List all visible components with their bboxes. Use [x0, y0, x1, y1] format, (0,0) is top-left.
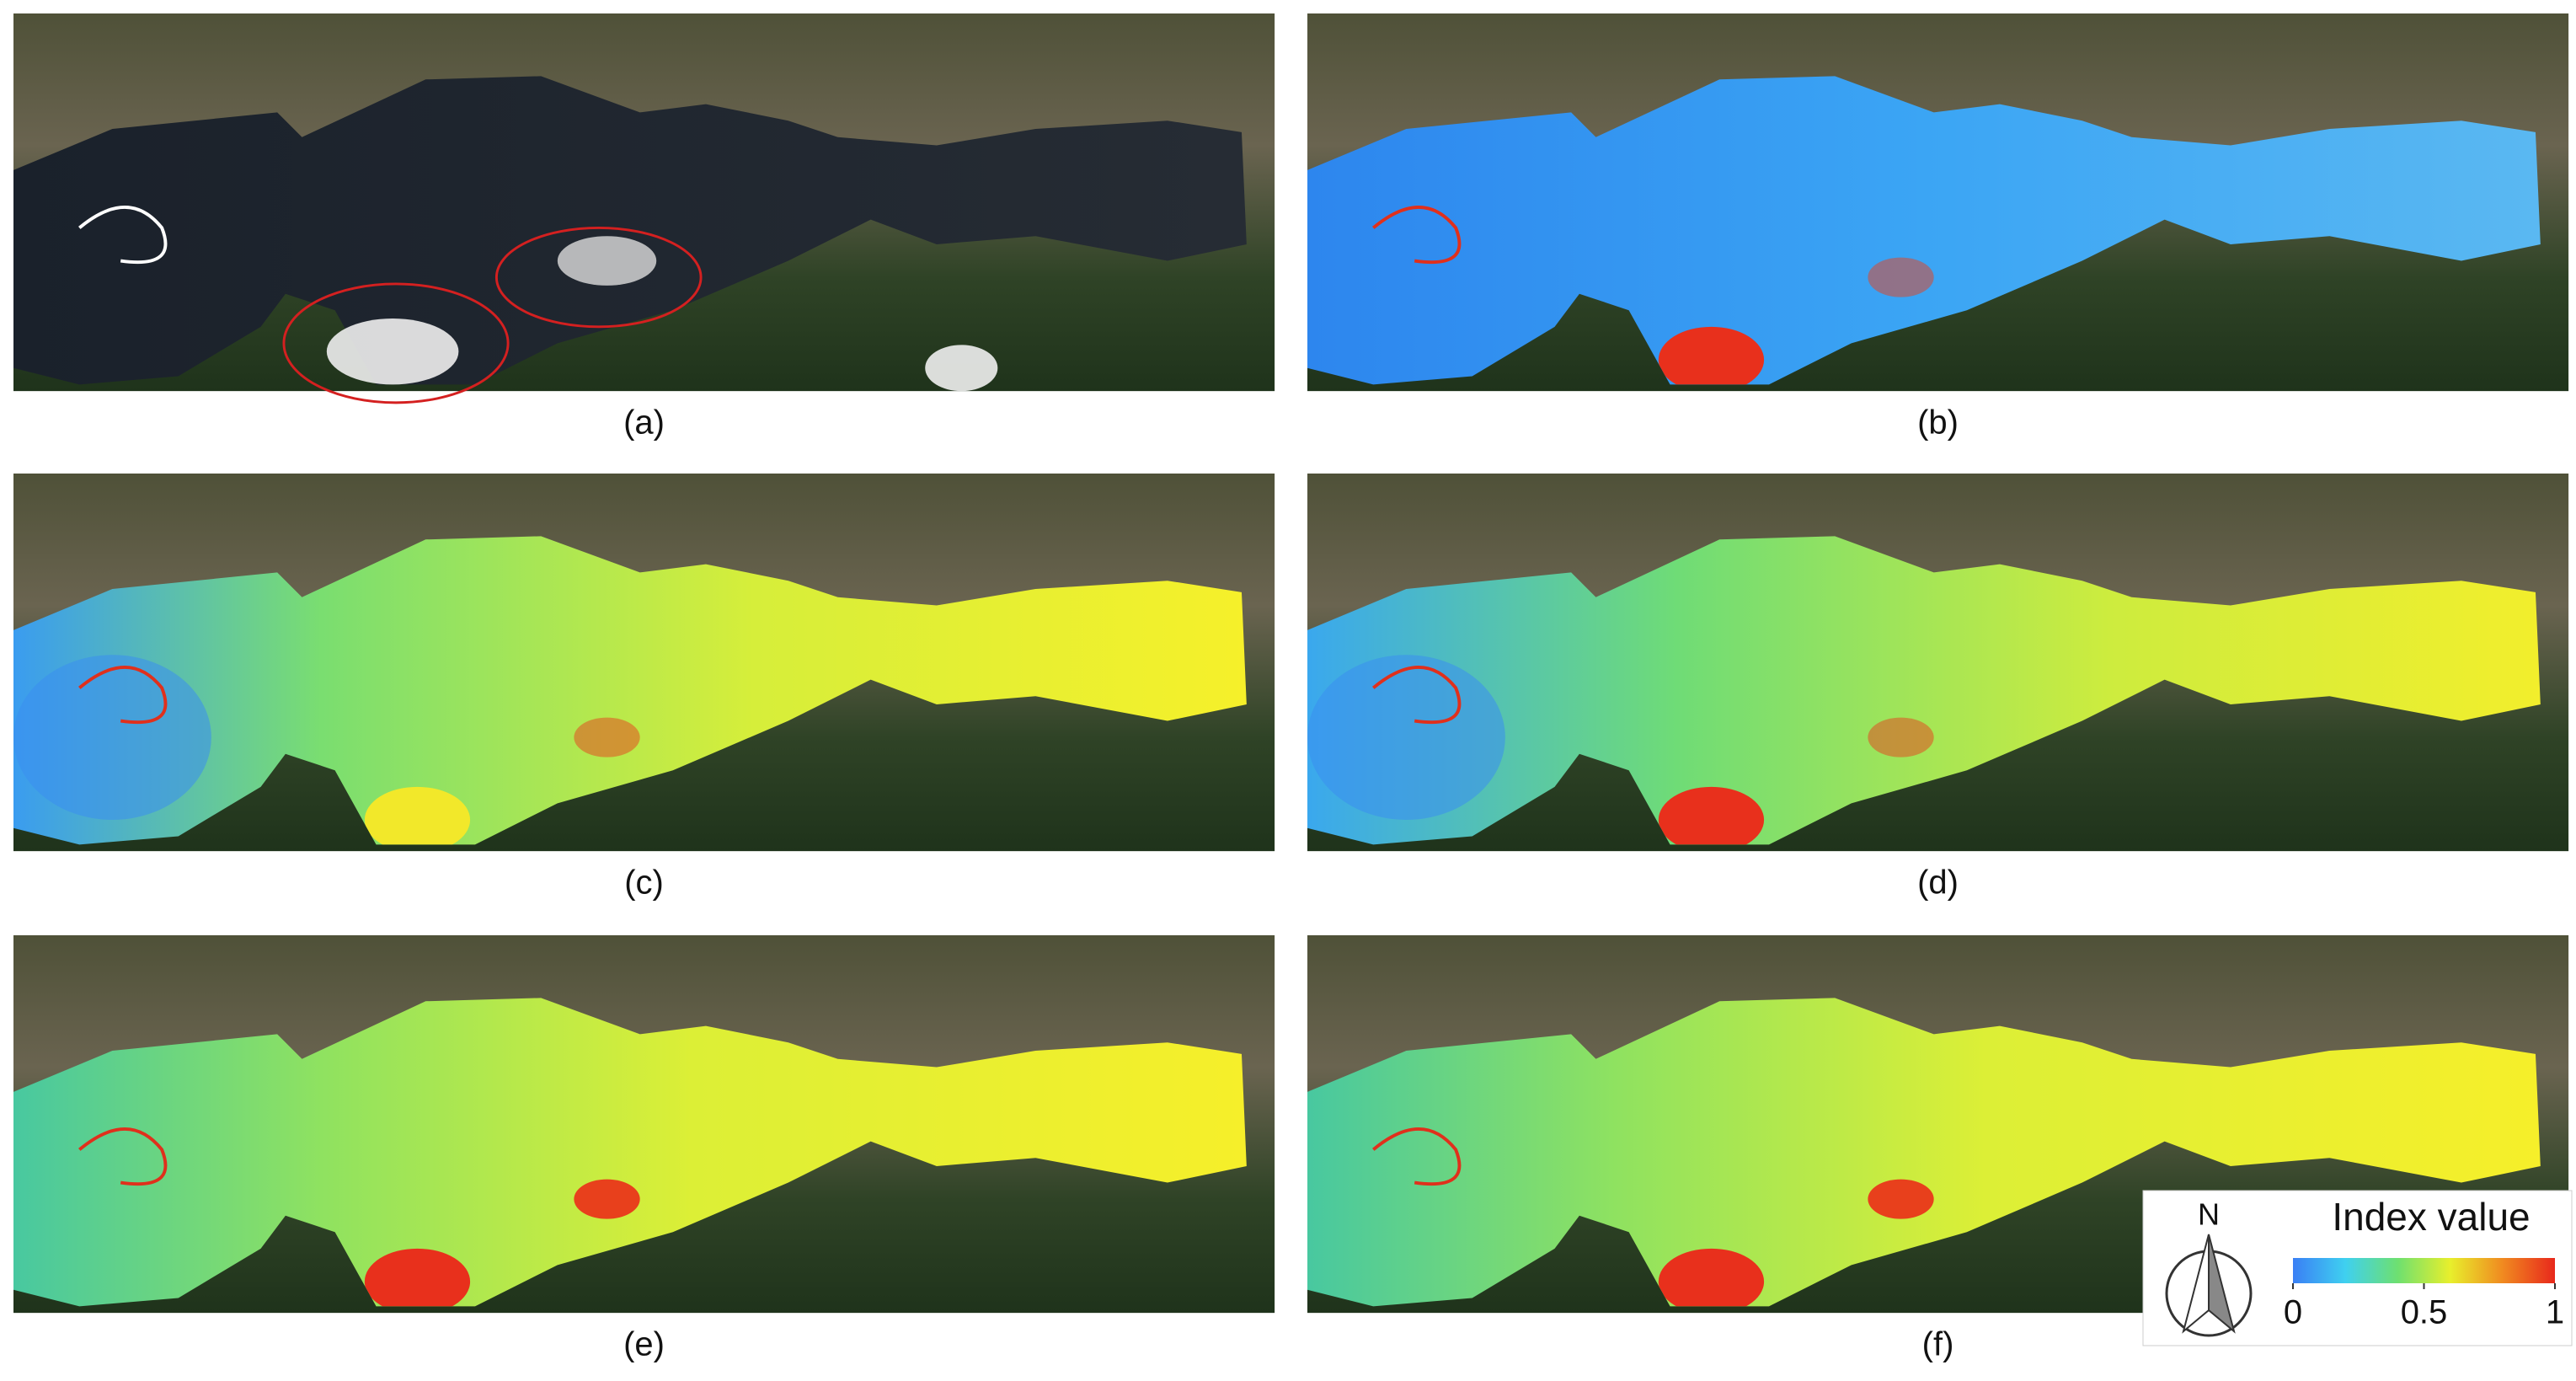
high-patch	[1658, 326, 1765, 385]
map-panel	[13, 935, 1275, 1314]
swirl	[78, 1127, 168, 1186]
overlay	[78, 1127, 640, 1307]
panel-label: (e)	[623, 1326, 665, 1363]
swirl	[1372, 205, 1462, 265]
high-patch	[1868, 1179, 1934, 1219]
colorbar-tick-label: 0.5	[2401, 1294, 2448, 1331]
colorbar-tick-label: 1	[2546, 1294, 2564, 1331]
high-patch	[1868, 257, 1934, 297]
panel-label: (f)	[1922, 1326, 1954, 1363]
panel-label: (b)	[1917, 404, 1959, 442]
swirl	[78, 205, 168, 265]
map-panel	[1307, 474, 2569, 852]
high-patch	[574, 717, 640, 757]
colorbar-tick-label: 0	[2284, 1294, 2302, 1331]
map-panel	[13, 13, 1275, 404]
highlight-circle	[282, 282, 510, 404]
high-patch	[364, 1248, 471, 1307]
cloud	[557, 236, 657, 286]
panel-label: (d)	[1917, 864, 1959, 902]
low-patch	[13, 655, 211, 820]
cloud	[925, 345, 998, 392]
map-panel	[1307, 13, 2569, 392]
overlay	[78, 205, 168, 265]
low-patch	[1307, 655, 1505, 820]
legend: N Index value 0 0.5 1	[2142, 1190, 2573, 1346]
overlay	[1307, 655, 1934, 845]
map-panel	[13, 474, 1275, 852]
panel-label: (a)	[623, 404, 665, 442]
high-patch	[1868, 717, 1934, 757]
high-patch	[1658, 1248, 1765, 1307]
north-label: N	[2198, 1197, 2220, 1232]
overlay	[1372, 1127, 1934, 1307]
overlay	[13, 655, 640, 845]
swirl	[78, 665, 168, 725]
high-patch	[1658, 786, 1765, 845]
colorbar	[2293, 1258, 2555, 1283]
high-patch	[574, 1179, 640, 1219]
swirl	[1372, 665, 1462, 725]
legend-title: Index value	[2332, 1195, 2530, 1239]
high-patch	[364, 786, 471, 845]
cloud	[326, 318, 459, 385]
north-arrow	[2208, 1234, 2236, 1334]
overlay	[1372, 205, 1934, 385]
highlight-circle	[494, 226, 703, 329]
panel-label: (c)	[624, 864, 664, 902]
swirl	[1372, 1127, 1462, 1186]
